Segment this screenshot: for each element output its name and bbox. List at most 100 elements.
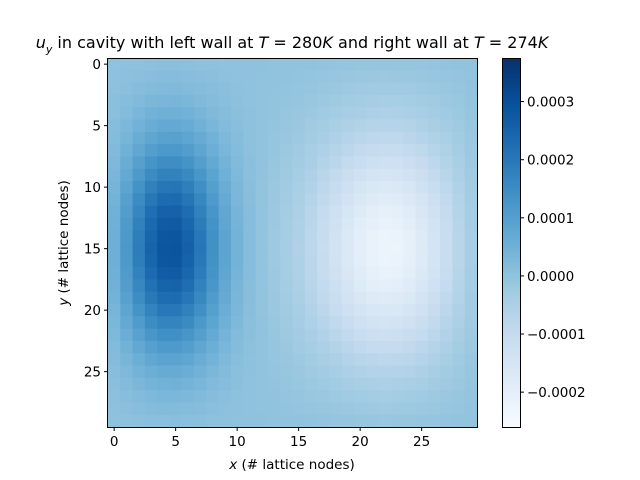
heatmap-cell [452,340,466,354]
heatmap-cell [169,414,183,428]
heatmap-cell [452,82,466,96]
heatmap-cell [108,181,121,194]
heatmap-cell [292,156,306,170]
heatmap-cell [243,230,257,244]
heatmap-cell [354,377,367,391]
heatmap-cell [169,70,183,84]
heatmap-cell [390,279,404,293]
heatmap-cell [464,340,478,354]
heatmap-cell [157,70,171,84]
heatmap-cell [132,107,146,121]
heatmap-cell [366,144,380,157]
heatmap-cell [181,340,195,354]
heatmap-cell [157,168,171,182]
heatmap-cell [329,144,343,157]
heatmap-cell [415,144,429,157]
heatmap-cell [108,131,121,145]
heatmap-cell [440,70,453,84]
heatmap-cell [464,254,478,268]
heatmap-cell [292,254,306,268]
heatmap-cell [108,205,121,219]
heatmap-cell [304,254,318,268]
heatmap-cell [341,94,355,108]
heatmap-cell [390,144,404,157]
heatmap-cell [366,316,380,330]
heatmap-cell [218,304,232,317]
heatmap-cell [390,181,404,194]
heatmap-cell [255,107,269,121]
heatmap-cell [317,242,330,256]
heatmap-cell [206,131,220,145]
heatmap-cell [255,291,269,305]
heatmap-cell [144,340,158,354]
heatmap-cell [267,316,281,330]
heatmap-cell [206,402,220,416]
heatmap-cell [255,156,269,170]
heatmap-cell [440,82,453,96]
heatmap-cell [378,94,392,108]
heatmap-cell [194,414,207,428]
heatmap-cell [267,82,281,96]
heatmap-cell [452,205,466,219]
heatmap-cell [317,144,330,157]
heatmap-cell [144,144,158,157]
heatmap-cell [366,119,380,133]
heatmap-cell [218,58,232,71]
heatmap-cell [341,316,355,330]
heatmap-cell [132,414,146,428]
heatmap-cell [194,254,207,268]
heatmap-cell [157,291,171,305]
heatmap-cell [329,156,343,170]
heatmap-cell [231,193,244,207]
heatmap-cell [181,230,195,244]
heatmap-cell [354,340,367,354]
heatmap-cell [464,279,478,293]
heatmap-cell [132,168,146,182]
heatmap-cell [464,119,478,133]
heatmap-cell [440,168,453,182]
heatmap-cell [267,144,281,157]
heatmap-cell [464,291,478,305]
heatmap-cell [267,205,281,219]
heatmap-cell [280,217,294,231]
heatmap-cell [206,279,220,293]
heatmap-cell [280,131,294,145]
heatmap-cell [415,156,429,170]
heatmap-cell [390,402,404,416]
heatmap-cell [108,230,121,244]
heatmap-cell [378,131,392,145]
heatmap-cell [292,107,306,121]
heatmap-cell [415,316,429,330]
heatmap-cell [390,390,404,403]
heatmap-cell [181,70,195,84]
heatmap-cell [108,58,121,71]
heatmap-cell [440,328,453,342]
heatmap-cell [157,279,171,293]
heatmap-cell [452,279,466,293]
heatmap-cell [218,94,232,108]
heatmap-cell [415,205,429,219]
heatmap-cell [280,156,294,170]
heatmap-cell [157,242,171,256]
heatmap-cell [292,402,306,416]
heatmap-cell [206,377,220,391]
heatmap-cell [231,353,244,367]
heatmap-cell [390,156,404,170]
heatmap-cell [304,107,318,121]
heatmap-cell [132,390,146,403]
heatmap-cell [132,316,146,330]
heatmap-cell [194,107,207,121]
heatmap-cell [317,254,330,268]
heatmap-cell [144,353,158,367]
heatmap-cell [243,156,257,170]
heatmap-cell [120,119,134,133]
heatmap-cell [329,168,343,182]
heatmap-cell [120,340,134,354]
heatmap-cell [280,390,294,403]
heatmap-cell [206,304,220,317]
heatmap-cell [169,340,183,354]
heatmap-cell [243,328,257,342]
heatmap-cell [341,304,355,317]
colorbar-tick-label: −0.0002 [527,385,586,401]
heatmap-cell [169,217,183,231]
